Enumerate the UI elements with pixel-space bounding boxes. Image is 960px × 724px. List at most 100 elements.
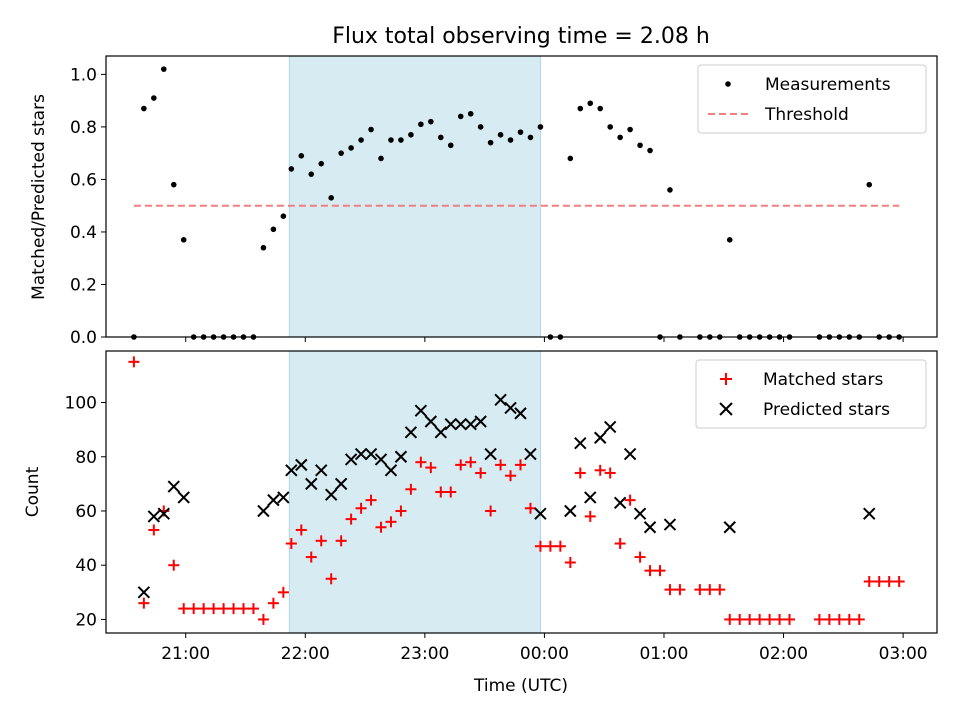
predicted-star-stroke-b <box>334 477 348 491</box>
matched-star-point <box>267 597 279 609</box>
legend-predicted-label: Predicted stars <box>763 400 890 420</box>
matched-star-point <box>228 603 240 615</box>
matched-star-point <box>624 494 636 506</box>
top-legend: Measurements Threshold <box>697 64 927 134</box>
matched-star-point <box>784 613 796 625</box>
measurement-point <box>280 213 287 219</box>
matched-star-point <box>128 356 140 368</box>
measurement-point <box>408 131 414 138</box>
matched-star-point <box>247 603 259 615</box>
matched-star-point <box>863 575 875 587</box>
matched-star-point <box>515 459 527 471</box>
top-y-tick-label: 0.4 <box>70 223 97 243</box>
predicted-star-point <box>257 504 270 518</box>
matched-star-point <box>208 603 220 615</box>
matched-star-point <box>574 467 586 479</box>
predicted-star-stroke-b <box>524 447 537 461</box>
matched-star-point <box>485 505 497 517</box>
predicted-star-stroke-b <box>177 491 190 504</box>
matched-star-point <box>614 538 626 550</box>
matched-star-point <box>295 524 307 536</box>
measurement-point <box>517 129 524 135</box>
predicted-star-point <box>663 518 677 531</box>
matched-star-point <box>774 613 786 625</box>
predicted-star-point <box>374 453 388 466</box>
predicted-star-point <box>464 418 477 431</box>
predicted-star-stroke-b <box>364 447 378 461</box>
measurement-point <box>637 142 643 149</box>
x-tick-label: 22:00 <box>281 644 330 664</box>
measurement-point <box>328 195 334 201</box>
matched-star-point <box>634 551 646 563</box>
predicted-star-point <box>564 504 577 518</box>
bottom-y-tick-label: 20 <box>75 610 97 630</box>
matched-star-point <box>584 510 596 522</box>
predicted-star-stroke-b <box>277 491 290 504</box>
matched-star-point <box>833 613 845 625</box>
predicted-star-point <box>167 480 180 493</box>
predicted-star-point <box>474 415 487 428</box>
measurement-point <box>160 66 167 72</box>
predicted-star-stroke-b <box>414 404 428 417</box>
predicted-star-point <box>623 447 637 461</box>
matched-star-point <box>178 603 190 615</box>
predicted-star-stroke-b <box>594 431 607 444</box>
predicted-star-stroke-b <box>444 418 457 431</box>
matched-star-point <box>465 456 477 468</box>
legend-predicted-marker <box>719 402 733 416</box>
predicted-star-stroke-b <box>564 504 577 518</box>
matched-star-point <box>694 584 706 596</box>
predicted-star-point <box>574 436 587 450</box>
predicted-star-point <box>267 493 280 507</box>
predicted-star-stroke-b <box>167 480 180 493</box>
bottom-legend: Matched stars Predicted stars <box>695 359 927 429</box>
predicted-star-point <box>344 453 358 466</box>
predicted-star-point <box>534 507 547 520</box>
predicted-star-stroke-b <box>315 464 328 477</box>
measurement-point <box>726 237 733 243</box>
predicted-star-point <box>863 507 876 520</box>
predicted-star-point <box>504 401 517 415</box>
predicted-star-stroke-b <box>137 586 151 599</box>
predicted-star-stroke-b <box>464 418 477 431</box>
predicted-star-point <box>147 510 161 523</box>
matched-star-point <box>873 575 885 587</box>
matched-star-point <box>198 603 210 615</box>
top-y-axis-label: Matched/Predicted stars <box>29 94 49 300</box>
measurement-point <box>617 134 623 141</box>
measurement-point <box>418 121 424 128</box>
predicted-star-point <box>354 447 368 461</box>
predicted-star-stroke-b <box>534 507 547 520</box>
predicted-star-point <box>414 404 428 417</box>
measurement-point <box>368 126 374 133</box>
measurement-point <box>388 137 394 143</box>
predicted-star-stroke-b <box>723 521 736 534</box>
matched-star-point <box>355 502 367 514</box>
legend-measurements-marker <box>725 81 731 87</box>
measurement-point <box>437 134 444 141</box>
matched-star-point <box>883 575 895 587</box>
matched-star-point <box>277 586 289 598</box>
predicted-star-point <box>277 491 290 504</box>
predicted-star-stroke-b <box>663 518 677 531</box>
predicted-star-stroke-b <box>324 488 338 501</box>
predicted-star-stroke-b <box>147 510 161 523</box>
predicted-star-point <box>603 420 617 434</box>
top-highlight-span <box>288 55 541 338</box>
matched-star-point <box>238 603 250 615</box>
matched-star-point <box>315 535 327 547</box>
measurement-point <box>180 237 187 243</box>
predicted-star-stroke-b <box>374 453 388 466</box>
measurement-point <box>477 124 484 130</box>
measurement-point <box>457 113 464 120</box>
bottom-y-axis-label: Count <box>23 466 43 517</box>
matched-star-point <box>505 470 517 482</box>
matched-star-point <box>425 462 437 474</box>
bottom-plot-frame <box>105 350 938 634</box>
matched-star-point <box>148 524 160 536</box>
predicted-star-point <box>584 491 597 504</box>
predicted-star-stroke-b <box>394 450 408 463</box>
bottom-y-tick-label: 60 <box>75 502 97 522</box>
matched-star-point <box>415 456 427 468</box>
matched-star-point <box>345 513 357 525</box>
